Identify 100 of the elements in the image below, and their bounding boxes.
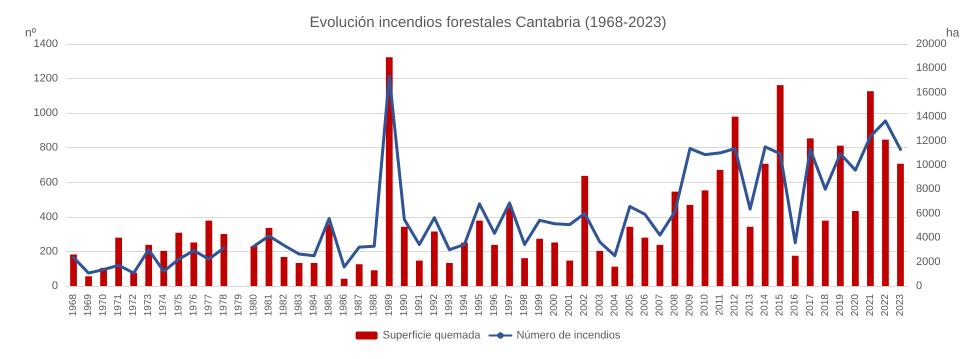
y2-tick-label: 4000 (916, 232, 940, 244)
x-tick-label: 2009 (684, 294, 696, 316)
x-tick-label: 2004 (609, 294, 620, 316)
x-tick-label: 2006 (639, 294, 650, 316)
x-tick-label: 1969 (83, 294, 94, 316)
bar (822, 220, 829, 286)
x-tick-label: 2015 (774, 294, 786, 316)
x-tick-label: 2000 (549, 294, 560, 316)
legend-label: Superficie quemada (382, 330, 482, 342)
y-axis-title: nº (24, 26, 37, 40)
x-tick-label: 2012 (730, 294, 741, 316)
y2-tick-label: 8000 (916, 183, 940, 196)
x-tick-label: 1999 (534, 294, 546, 316)
y-tick-label: 800 (40, 142, 58, 154)
bar (702, 190, 708, 286)
y2-tick-label: 18000 (916, 62, 947, 74)
y2-tick-label: 2000 (916, 256, 940, 268)
bar (326, 224, 333, 286)
x-tick-label: 1976 (188, 294, 200, 316)
x-tick-label: 2023 (894, 294, 906, 316)
y-tick-label: 1400 (34, 38, 58, 50)
x-tick-label: 1973 (143, 294, 154, 316)
bar (836, 146, 844, 286)
x-tick-label: 1985 (324, 294, 335, 316)
x-tick-label: 2005 (624, 294, 636, 316)
bar (792, 256, 799, 286)
bar (732, 116, 738, 286)
x-tick-label: 1979 (233, 294, 244, 316)
bar (581, 176, 588, 286)
bar (280, 256, 288, 286)
x-tick-label: 1986 (338, 294, 350, 316)
x-tick-label: 1978 (218, 294, 230, 316)
y2-tick-label: 10000 (916, 159, 947, 171)
x-tick-label: 2018 (820, 294, 831, 316)
x-tick-label: 1995 (474, 294, 485, 316)
bar (746, 226, 754, 286)
x-tick-label: 2013 (744, 294, 756, 316)
x-tick-label: 2014 (760, 294, 771, 316)
x-tick-label: 2016 (790, 294, 801, 316)
x-tick-label: 2019 (834, 294, 846, 316)
bar (310, 263, 318, 286)
bar (266, 228, 272, 286)
bar (716, 170, 724, 286)
bar (626, 226, 634, 286)
x-tick-label: 2021 (864, 294, 876, 316)
x-tick-label: 1990 (398, 294, 410, 316)
x-tick-label: 1981 (263, 294, 274, 316)
x-tick-label: 2010 (700, 294, 711, 316)
bar (656, 244, 664, 286)
x-tick-label: 1974 (158, 294, 170, 316)
bar (416, 260, 423, 286)
x-tick-label: 1987 (354, 294, 365, 316)
x-tick-label: 1997 (504, 294, 516, 316)
bar (491, 244, 498, 286)
bar (115, 238, 122, 286)
bar (762, 164, 769, 286)
y-tick-label: 200 (40, 245, 58, 258)
chart-title: Evolución incendios forestales Cantabria (1968-2023) (310, 14, 666, 31)
x-tick-label: 2003 (594, 294, 606, 316)
bar (356, 264, 363, 286)
x-tick-label: 2002 (579, 294, 590, 316)
y2-axis-title: ha (946, 26, 960, 40)
bar (506, 207, 513, 286)
bar (536, 238, 544, 286)
y2-tick-label: 6000 (916, 207, 940, 220)
bar (370, 270, 378, 286)
x-tick-label: 1970 (98, 294, 110, 316)
bar (220, 234, 228, 286)
bar (611, 266, 618, 286)
bar (205, 220, 212, 286)
x-tick-label: 1977 (203, 294, 214, 316)
x-tick-label: 1971 (113, 294, 124, 316)
y-tick-label: 1000 (34, 107, 58, 120)
x-tick-label: 2022 (880, 294, 891, 316)
x-tick-label: 1998 (519, 294, 530, 316)
y-tick-label: 1200 (34, 72, 58, 85)
x-tick-label: 2017 (804, 294, 816, 316)
x-tick-label: 2020 (850, 294, 861, 316)
x-tick-label: 1968 (68, 294, 80, 316)
bar (596, 250, 604, 286)
x-tick-label: 1983 (294, 294, 305, 316)
bar (250, 246, 258, 286)
x-tick-label: 1980 (248, 294, 260, 316)
x-tick-label: 1984 (308, 294, 320, 316)
y2-tick-label: 16000 (916, 86, 947, 98)
bar (70, 254, 77, 286)
x-tick-label: 1993 (444, 294, 455, 316)
y2-tick-label: 20000 (916, 38, 947, 50)
bar (521, 258, 528, 286)
bar (340, 278, 348, 286)
bar (476, 220, 483, 286)
bar (446, 263, 453, 286)
x-tick-label: 2011 (714, 294, 726, 316)
x-tick-label: 1992 (428, 294, 440, 316)
bar (686, 204, 694, 286)
y2-tick-label: 14000 (916, 110, 947, 123)
x-tick-label: 1989 (384, 294, 395, 316)
y-tick-label: 600 (40, 176, 58, 188)
bar (85, 276, 92, 286)
x-tick-label: 2007 (654, 294, 666, 316)
